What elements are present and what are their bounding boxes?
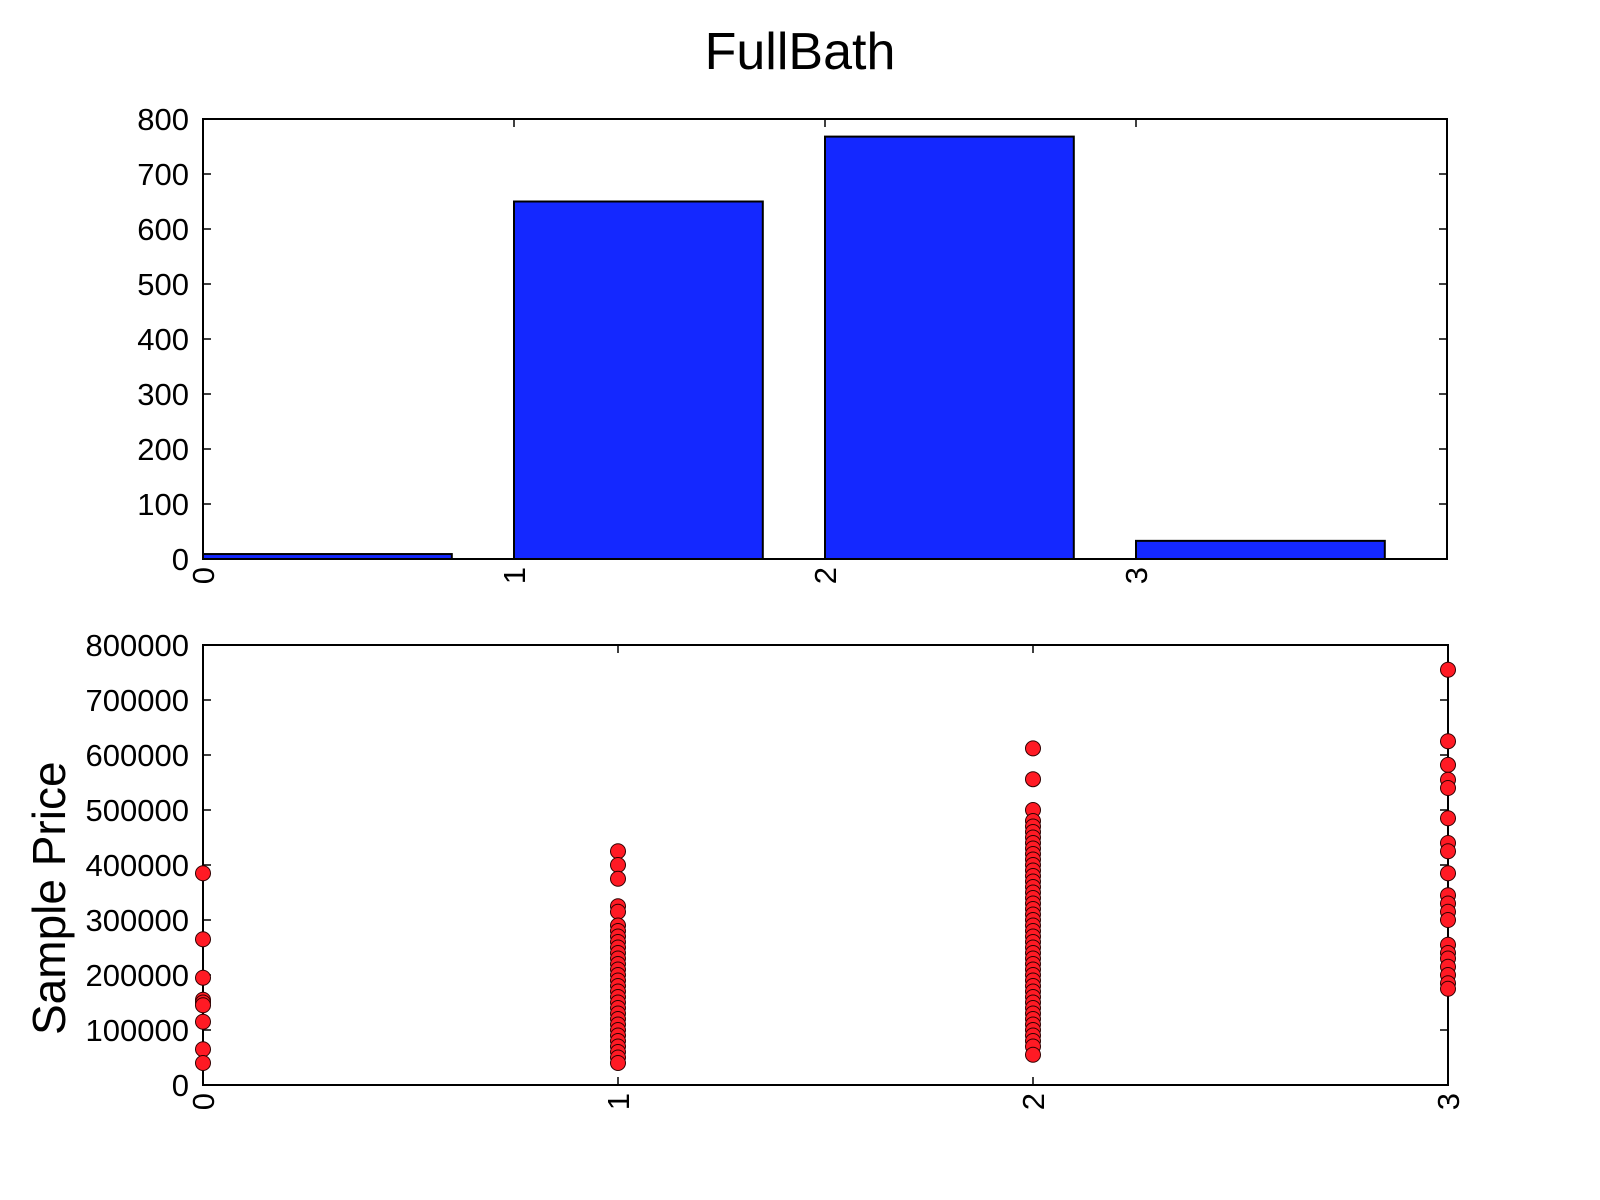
scatter-x-tick-label: 3 (1431, 1093, 1466, 1110)
scatter-y-tick-label: 500000 (86, 793, 189, 828)
scatter-point (610, 857, 626, 873)
scatter-point (195, 865, 211, 882)
bar-x-tick-label: 0 (186, 567, 221, 584)
scatter-point (195, 969, 211, 986)
scatter-point (1440, 661, 1456, 678)
bar-1 (513, 200, 764, 560)
bar-y-tick-label: 200 (137, 432, 189, 467)
bar-y-tick-label: 0 (172, 542, 189, 577)
scatter-point (1440, 810, 1456, 827)
scatter-y-tick-label: 300000 (86, 903, 189, 938)
bar-y-tick-label: 600 (137, 212, 189, 247)
scatter-y-tick-label: 200000 (86, 958, 189, 993)
scatter-x-tick-label: 1 (601, 1093, 636, 1110)
bar-3 (1135, 539, 1386, 560)
chart-title: FullBath (704, 23, 896, 81)
scatter-x-tick-label: 2 (1016, 1093, 1051, 1110)
scatter-point (1025, 771, 1041, 788)
scatter-y-tick-label: 600000 (86, 738, 189, 773)
bar-x-tick-label: 1 (497, 567, 532, 584)
scatter-y-tick-label: 700000 (86, 683, 189, 718)
scatter-y-tick-label: 400000 (86, 848, 189, 883)
bar-0 (202, 553, 453, 560)
bar-x-tick-label: 2 (808, 567, 843, 584)
bar-chart: 0 100 200 300 400 500 600 700 800 0 1 2 3 (137, 102, 1448, 584)
bar-y-tick-label: 400 (137, 322, 189, 357)
scatter-point (1440, 865, 1456, 882)
scatter-point (610, 870, 626, 887)
scatter-y-tick-label: 0 (172, 1068, 189, 1103)
scatter-point (195, 1013, 211, 1030)
bar-y-tick-label: 100 (137, 487, 189, 522)
scatter-y-tick-label: 800000 (86, 628, 189, 663)
bar-y-tick-label: 300 (137, 377, 189, 412)
scatter-point (1440, 843, 1456, 860)
bar-y-tick-label: 500 (137, 267, 189, 302)
scatter-point (1440, 733, 1456, 750)
bar-2 (824, 135, 1075, 560)
scatter-point (195, 931, 211, 948)
scatter-point (1440, 912, 1456, 928)
bar-x-tick-label: 3 (1119, 567, 1154, 584)
scatter-point (610, 903, 626, 920)
scatter-point (1440, 780, 1456, 796)
scatter-point (1025, 740, 1041, 757)
scatter-point (195, 997, 211, 1014)
scatter-plot-frame (202, 644, 1449, 1086)
scatter-y-tick-label: 100000 (86, 1013, 189, 1048)
scatter-y-axis-label: Sample Price (23, 761, 75, 1035)
bar-y-tick-label: 700 (137, 157, 189, 192)
scatter-point (195, 1055, 211, 1071)
scatter-point (195, 1041, 211, 1058)
scatter-point (1025, 1046, 1041, 1063)
scatter-point (610, 1055, 626, 1071)
scatter-point (1440, 756, 1456, 773)
scatter-chart: 0 100000 200000 300000 400000 500000 600000 700… (86, 628, 1466, 1110)
bar-y-tick-label: 800 (137, 102, 189, 137)
scatter-x-tick-label: 0 (186, 1093, 221, 1110)
scatter-point (1440, 980, 1456, 997)
scatter-point (610, 843, 626, 860)
